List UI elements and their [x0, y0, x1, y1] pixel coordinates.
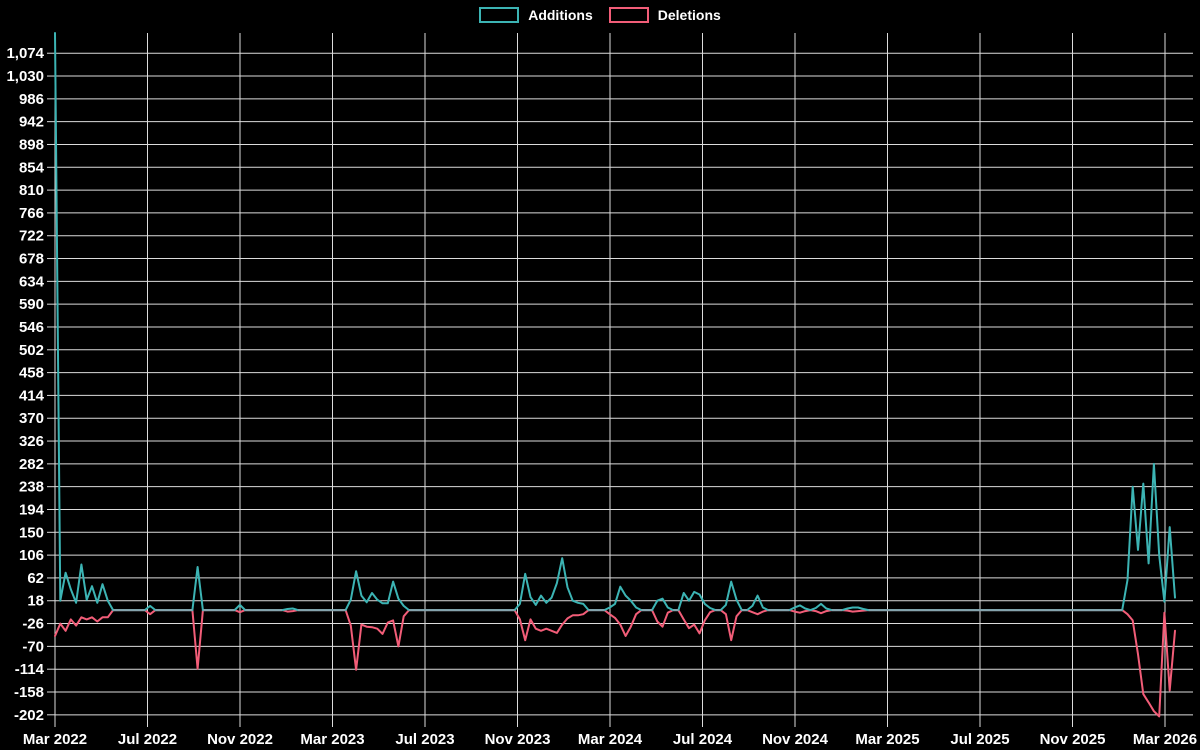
y-tick-label: 546 [19, 319, 44, 336]
y-tick-label: 854 [19, 159, 45, 176]
y-tick-label: -70 [22, 638, 44, 655]
y-tick-label: 898 [19, 136, 44, 153]
additions-swatch [479, 7, 520, 23]
y-tick-label: 326 [19, 433, 44, 450]
y-tick-label: 106 [19, 547, 44, 564]
x-tick-label: Nov 2025 [1040, 731, 1106, 748]
y-tick-label: 634 [19, 273, 45, 290]
deletions-line [54, 609, 1176, 718]
x-tick-label: Jul 2023 [395, 731, 454, 748]
y-tick-label: 590 [19, 296, 44, 313]
x-tick-label: Mar 2026 [1133, 731, 1197, 748]
y-tick-label: -26 [22, 616, 44, 633]
y-tick-label: 282 [19, 456, 44, 473]
y-tick-label: 194 [19, 501, 45, 518]
y-tick-label: 62 [27, 570, 44, 587]
y-tick-label: 678 [19, 251, 44, 268]
y-tick-label: 18 [27, 593, 44, 610]
x-tick-label: Nov 2022 [207, 731, 273, 748]
legend-item-deletions[interactable]: Deletions [608, 7, 721, 23]
x-tick-label: Jul 2025 [950, 731, 1009, 748]
y-tick-label: 986 [19, 91, 44, 108]
x-tick-label: Mar 2025 [855, 731, 919, 748]
x-tick-label: Nov 2024 [762, 731, 829, 748]
x-tick-label: Jul 2024 [673, 731, 733, 748]
y-tick-label: 1,074 [6, 45, 44, 62]
y-axis: -202 -158 -114 -70 -26 18 62 106 150 194 238 282 326… [6, 45, 1193, 724]
y-tick-label: -158 [14, 684, 44, 701]
legend-label-additions: Additions [528, 7, 593, 23]
x-tick-label: Nov 2023 [485, 731, 551, 748]
legend-item-additions[interactable]: Additions [479, 7, 593, 23]
y-tick-label: 766 [19, 205, 44, 222]
deletions-swatch [608, 7, 649, 23]
x-tick-label: Mar 2023 [300, 731, 364, 748]
x-tick-label: Mar 2022 [23, 731, 87, 748]
y-tick-label: -202 [14, 707, 44, 724]
y-tick-label: 942 [19, 114, 44, 131]
y-tick-label: -114 [15, 661, 45, 678]
y-tick-label: 458 [19, 365, 44, 382]
y-tick-label: 414 [19, 387, 45, 404]
y-tick-label: 238 [19, 479, 44, 496]
x-axis: Mar 2022 Jul 2022 Nov 2022 Mar 2023 Jul 2023… [23, 33, 1197, 748]
y-tick-label: 370 [19, 410, 44, 427]
y-tick-label: 810 [19, 182, 44, 199]
y-tick-label: 502 [19, 342, 44, 359]
x-tick-label: Mar 2024 [578, 731, 643, 748]
chart-legend: Additions Deletions [0, 7, 1200, 23]
y-tick-label: 1,030 [6, 68, 44, 85]
additions-line [54, 32, 1176, 612]
x-tick-label: Jul 2022 [118, 731, 177, 748]
legend-label-deletions: Deletions [657, 7, 721, 23]
y-tick-label: 150 [19, 524, 44, 541]
y-tick-label: 722 [19, 228, 44, 245]
